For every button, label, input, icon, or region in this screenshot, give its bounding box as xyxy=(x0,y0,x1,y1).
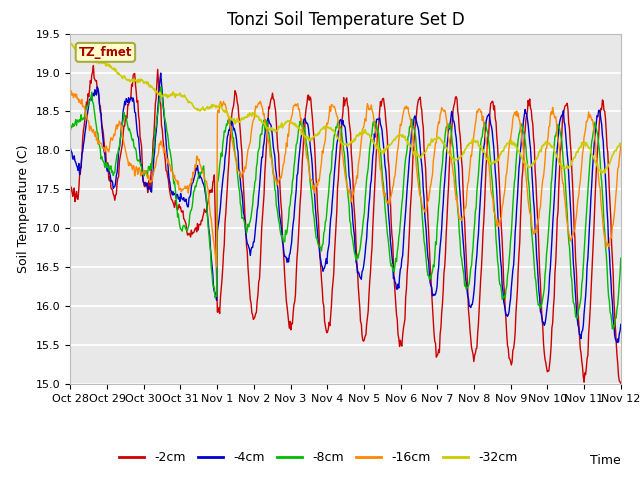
Text: Time: Time xyxy=(590,454,621,467)
Title: Tonzi Soil Temperature Set D: Tonzi Soil Temperature Set D xyxy=(227,11,465,29)
Legend: -2cm, -4cm, -8cm, -16cm, -32cm: -2cm, -4cm, -8cm, -16cm, -32cm xyxy=(114,446,522,469)
Y-axis label: Soil Temperature (C): Soil Temperature (C) xyxy=(17,144,30,273)
Text: TZ_fmet: TZ_fmet xyxy=(79,46,132,59)
